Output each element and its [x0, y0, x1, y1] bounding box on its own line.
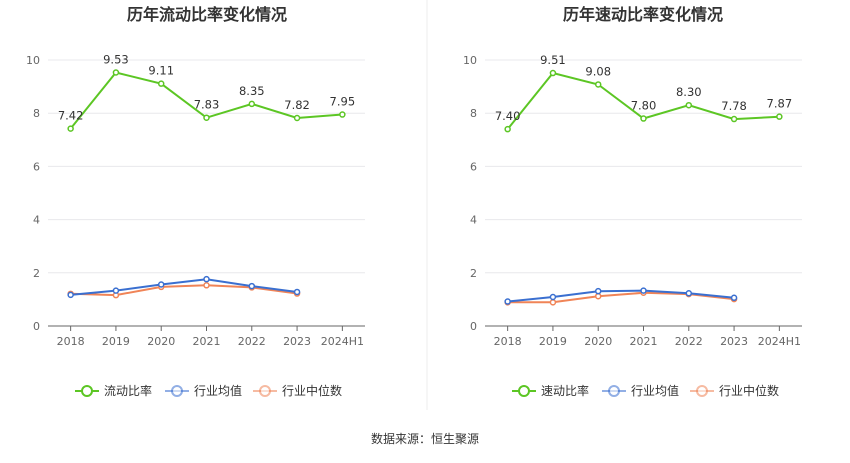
- y-tick-label: 4: [33, 214, 40, 227]
- y-tick-label: 0: [470, 320, 477, 333]
- legend-label: 行业均值: [194, 383, 242, 398]
- data-label: 7.80: [631, 99, 657, 113]
- legend-item: 速动比率: [512, 383, 589, 398]
- x-tick-label: 2019: [102, 335, 130, 348]
- chart-panel-2: 历年速动比率变化情况 0 2 4 6 8 10 2018 2019 2020 2021 2022 202…: [463, 5, 802, 398]
- legend-marker: [608, 385, 620, 397]
- x-tick-label: 2019: [539, 335, 567, 348]
- data-point: [730, 115, 738, 123]
- data-point: [112, 69, 120, 76]
- data-label: 8.35: [239, 84, 265, 98]
- x-tick-label: 2020: [147, 335, 175, 348]
- x-tick-label: 2023: [283, 335, 311, 348]
- chart-title: 历年流动比率变化情况: [127, 5, 287, 24]
- data-point: [549, 69, 557, 77]
- data-point: [339, 111, 346, 118]
- data-label: 9.51: [540, 53, 566, 67]
- y-tick-label: 2: [33, 267, 40, 280]
- data-label: 7.42: [58, 109, 84, 123]
- data-point: [203, 282, 210, 289]
- data-label: 9.08: [585, 64, 611, 78]
- x-tick-label: 2023: [720, 335, 748, 348]
- y-tick-label: 10: [463, 54, 477, 67]
- y-tick-label: 0: [33, 320, 40, 333]
- series-line: [507, 289, 735, 303]
- data-point: [730, 294, 738, 302]
- y-tick-label: 2: [470, 267, 477, 280]
- data-point: [203, 275, 210, 283]
- legend-marker: [696, 385, 708, 397]
- series-line: [70, 284, 298, 297]
- y-tick-label: 10: [26, 54, 40, 67]
- data-point: [640, 115, 647, 122]
- data-label: 8.30: [676, 85, 702, 99]
- data-point: [248, 100, 256, 108]
- data-point: [549, 299, 557, 306]
- legend-item: 流动比率: [75, 383, 152, 398]
- legend-item: 行业均值: [165, 383, 242, 398]
- series-line: [70, 278, 298, 296]
- y-tick-label: 6: [33, 160, 40, 173]
- data-label: 7.83: [194, 98, 220, 112]
- data-point: [67, 125, 74, 132]
- x-tick-label: 2020: [584, 335, 612, 348]
- legend-marker: [259, 385, 271, 397]
- data-label: 7.82: [284, 98, 310, 112]
- data-point: [112, 287, 120, 294]
- y-tick-label: 8: [470, 107, 477, 120]
- x-tick-label: 2024H1: [758, 335, 801, 348]
- data-source: 数据来源：恒生聚源: [371, 431, 479, 446]
- data-label: 7.87: [767, 97, 793, 111]
- legend-label: 流动比率: [104, 383, 152, 398]
- x-tick-label: 2018: [57, 335, 85, 348]
- legend-item: 行业中位数: [253, 383, 342, 398]
- legend-marker: [81, 385, 93, 397]
- data-point: [157, 281, 165, 288]
- data-point: [504, 298, 511, 305]
- data-label: 9.53: [103, 53, 129, 67]
- chart-panel-1: 历年流动比率变化情况 0 2 4 6 8 10 2018 2019 2020 2021 2022 202…: [26, 5, 365, 398]
- data-label: 9.11: [148, 64, 174, 78]
- x-tick-label: 2021: [630, 335, 658, 348]
- data-point: [776, 113, 783, 120]
- data-point: [594, 81, 602, 88]
- legend-label: 行业中位数: [719, 383, 779, 398]
- data-label: 7.78: [721, 99, 747, 113]
- data-point: [67, 291, 74, 299]
- y-tick-label: 4: [470, 214, 477, 227]
- data-point: [594, 287, 602, 295]
- legend-label: 行业中位数: [282, 383, 342, 398]
- legend-marker: [518, 385, 530, 397]
- data-point: [549, 293, 557, 301]
- x-tick-label: 2022: [238, 335, 266, 348]
- data-point: [640, 287, 647, 294]
- data-point: [203, 114, 210, 121]
- data-label: 7.95: [330, 95, 356, 109]
- chart-title: 历年速动比率变化情况: [563, 5, 723, 24]
- data-point: [293, 114, 301, 122]
- data-point: [685, 101, 693, 109]
- x-tick-label: 2024H1: [321, 335, 364, 348]
- y-tick-label: 6: [470, 160, 477, 173]
- data-point: [157, 80, 165, 87]
- legend-marker: [171, 385, 183, 397]
- data-point: [248, 282, 256, 290]
- legend-item: 行业均值: [602, 383, 679, 398]
- data-label: 7.40: [495, 109, 521, 123]
- legend-label: 行业均值: [631, 383, 679, 398]
- data-point: [594, 292, 602, 300]
- x-tick-label: 2018: [494, 335, 522, 348]
- data-point: [293, 288, 301, 296]
- legend-label: 速动比率: [541, 383, 589, 398]
- data-point: [685, 290, 693, 297]
- x-tick-label: 2022: [675, 335, 703, 348]
- y-tick-label: 8: [33, 107, 40, 120]
- legend-item: 行业中位数: [690, 383, 779, 398]
- x-tick-label: 2021: [193, 335, 221, 348]
- data-point: [504, 125, 511, 133]
